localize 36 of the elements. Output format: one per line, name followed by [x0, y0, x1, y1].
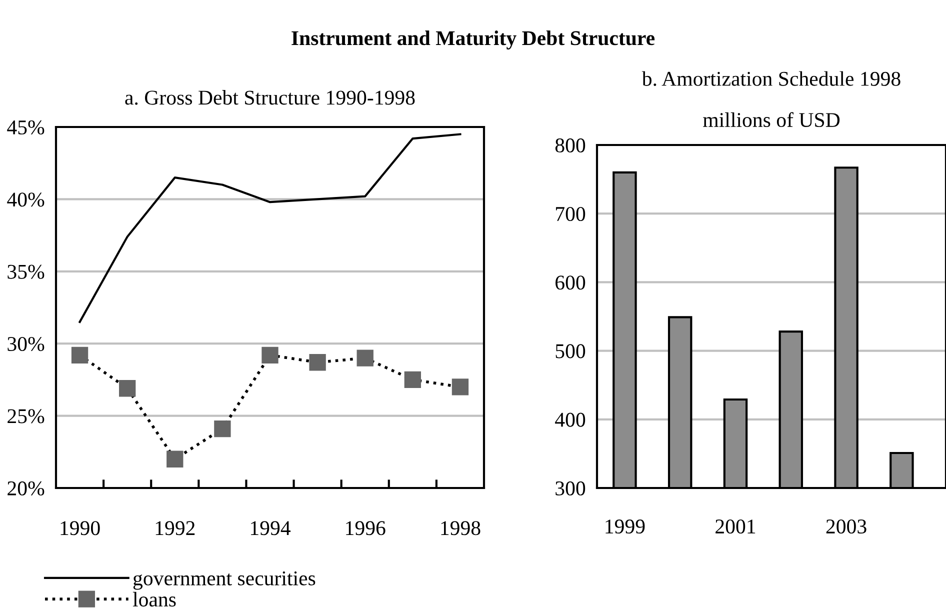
x-tick-label: 1996	[346, 521, 386, 536]
chart-title: b. Amortization Schedule 1998	[642, 71, 900, 86]
x-tick-label: 1992	[156, 521, 195, 536]
y-tick-label: 40%	[7, 192, 44, 207]
point	[356, 350, 374, 366]
point	[119, 380, 136, 397]
y-tick-label: 600	[556, 276, 586, 290]
point	[262, 346, 278, 364]
y-tick-label: 800	[555, 138, 586, 152]
point	[452, 378, 469, 396]
chart-subtitle: a. Gross Debt Structure 1990-1998	[125, 90, 415, 105]
x-tick-label: 2001	[716, 519, 756, 534]
y-tick-label: 25%	[8, 409, 44, 424]
point	[214, 420, 231, 438]
y-tick-label: 300	[556, 481, 586, 496]
legend-label: loans	[132, 592, 176, 607]
chart-title: Instrument and Maturity Debt Structure	[292, 30, 655, 50]
x-tick-label: 1994	[251, 521, 291, 536]
x-tick-label: 2003	[826, 519, 866, 534]
y-tick-label: 30%	[8, 336, 44, 352]
y-tick-label: 700	[556, 206, 586, 222]
chart-subtitle: millions of USD	[703, 112, 840, 128]
point	[404, 371, 421, 388]
y-tick-label: 35%	[8, 264, 44, 279]
legend-label: government securities	[133, 571, 316, 590]
y-tick-label: 45%	[7, 120, 44, 134]
x-tick-label: 1998	[441, 521, 480, 536]
y-tick-label: 400	[555, 412, 586, 427]
x-tick-label: 1999	[606, 520, 645, 534]
y-tick-label: 20%	[8, 481, 44, 496]
point	[71, 346, 88, 364]
x-tick-label: 1990	[60, 521, 100, 536]
y-tick-label: 500	[556, 344, 586, 358]
line-series	[78, 133, 462, 323]
point	[309, 354, 326, 371]
point	[166, 450, 184, 468]
